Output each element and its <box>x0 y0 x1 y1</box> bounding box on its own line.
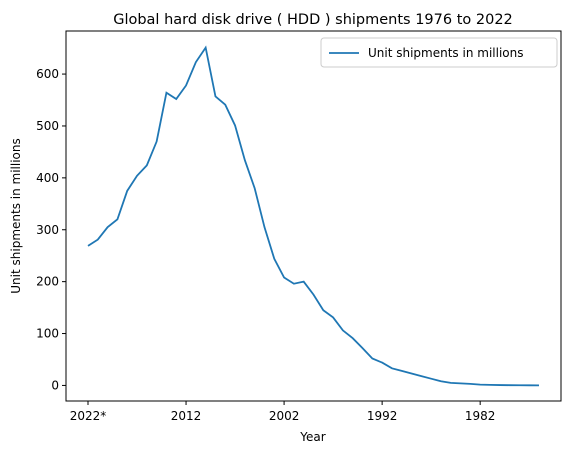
x-tick-label: 2002 <box>269 409 300 423</box>
y-tick-label: 400 <box>36 171 59 185</box>
y-tick-label: 100 <box>36 327 59 341</box>
x-tick-label: 2012 <box>171 409 202 423</box>
y-tick-label: 0 <box>51 378 59 392</box>
y-tick-label: 300 <box>36 223 59 237</box>
plot-area: 0 100 200 300 400 500 600 2022* 2012 2002 1992 198… <box>36 30 562 423</box>
legend-box <box>320 37 558 68</box>
legend-label: Unit shipments in millions <box>368 46 523 60</box>
x-tick-label: 1992 <box>367 409 398 423</box>
x-axis-label: Year <box>299 430 325 444</box>
x-axis-ticks: 2022* 2012 2002 1992 1982 <box>70 401 496 423</box>
y-axis-label: Unit shipments in millions <box>9 138 23 293</box>
y-tick-label: 200 <box>36 275 59 289</box>
plot-frame <box>65 30 562 402</box>
series-line-unit-shipments <box>87 45 540 387</box>
chart-title: Global hard disk drive ( HDD ) shipments… <box>113 12 513 28</box>
x-tick-label: 1982 <box>465 409 496 423</box>
legend: Unit shipments in millions <box>320 37 558 68</box>
y-axis-ticks: 0 100 200 300 400 500 600 <box>36 67 66 392</box>
y-tick-label: 500 <box>36 119 59 133</box>
y-tick-label: 600 <box>36 67 59 81</box>
x-tick-label: 2022* <box>70 409 107 423</box>
